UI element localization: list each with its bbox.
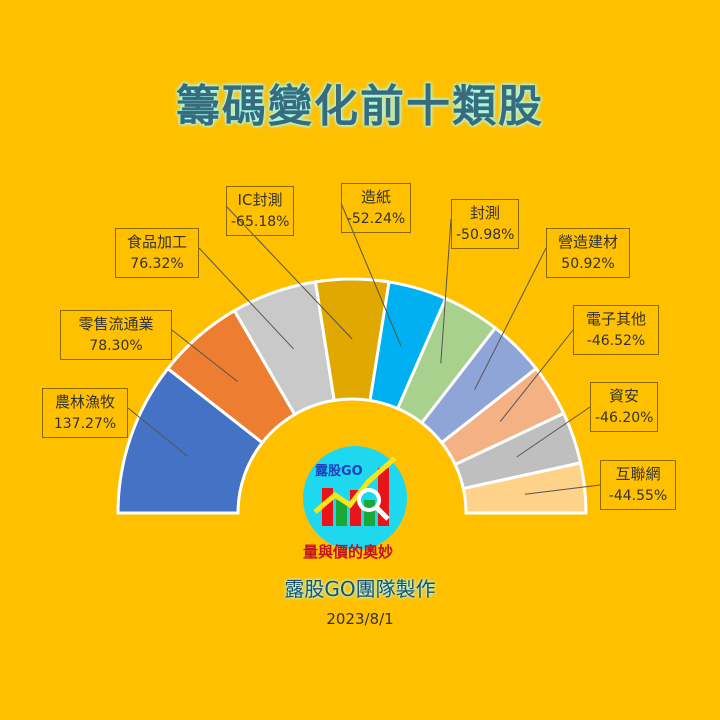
logo-magnifier-handle: [374, 505, 390, 521]
leader-line-8: [516, 406, 591, 458]
leader-line-3: [225, 205, 353, 340]
data-label: 食品加工 76.32%: [115, 228, 199, 278]
logo-bar-icon: [350, 490, 361, 526]
date-text: 2023/8/1: [326, 610, 394, 628]
value-label: -46.20%: [595, 410, 654, 426]
chart-title: 籌碼變化前十類股: [176, 81, 544, 132]
logo-bar-icon: [336, 500, 347, 526]
category-label: 食品加工: [126, 233, 187, 251]
data-label: 資安 -46.20%: [590, 382, 658, 432]
category-label: 營造建材: [557, 233, 618, 251]
category-label: 互聯網: [615, 465, 661, 483]
logo-name: 露股GO: [315, 464, 363, 479]
leader-line-0: [127, 407, 188, 457]
logo-bar-icon: [322, 488, 333, 526]
data-label: IC封測 -65.18%: [226, 186, 294, 236]
data-label: 農林漁牧 137.27%: [42, 388, 128, 438]
leader-line-7: [499, 329, 574, 423]
value-label: 137.27%: [53, 416, 117, 432]
category-label: 造紙: [360, 188, 391, 206]
value-label: 50.92%: [561, 256, 615, 272]
logo-bar-icon: [378, 468, 389, 526]
value-label: -46.52%: [586, 333, 646, 349]
value-label: 78.30%: [89, 338, 143, 354]
data-label: 互聯網 -44.55%: [600, 460, 676, 510]
category-label: 封測: [469, 204, 500, 222]
data-label: 電子其他 -46.52%: [573, 305, 659, 355]
leader-line-4: [340, 202, 402, 347]
leader-line-5: [440, 218, 452, 364]
value-label: -65.18%: [231, 214, 290, 230]
credit-text: 露股GO團隊製作: [284, 577, 436, 601]
logo-slogan: 量與價的奧妙: [303, 543, 394, 561]
category-label: 資安: [608, 387, 639, 405]
value-label: 76.32%: [130, 256, 184, 272]
logo-bar-icon: [364, 500, 375, 526]
category-label: 零售流通業: [78, 315, 154, 333]
data-label: 營造建材 50.92%: [546, 228, 630, 278]
logo-trend-arrow-icon: [313, 456, 397, 514]
category-label: 農林漁牧: [54, 393, 115, 411]
leader-line-9: [524, 484, 601, 495]
data-label: 零售流通業 78.30%: [60, 310, 172, 360]
value-label: -50.98%: [456, 227, 515, 243]
leader-line-2: [198, 247, 295, 350]
value-label: -44.55%: [608, 488, 668, 504]
data-label: 造紙 -52.24%: [341, 183, 411, 233]
data-label: 封測 -50.98%: [451, 199, 519, 249]
logo-magnifier-icon: [357, 488, 381, 512]
category-label: 電子其他: [585, 310, 646, 328]
leader-line-6: [474, 247, 547, 390]
value-label: -52.24%: [346, 211, 406, 227]
slice-9: [461, 461, 588, 515]
category-label: IC封測: [237, 191, 283, 209]
leader-line-1: [171, 329, 239, 383]
